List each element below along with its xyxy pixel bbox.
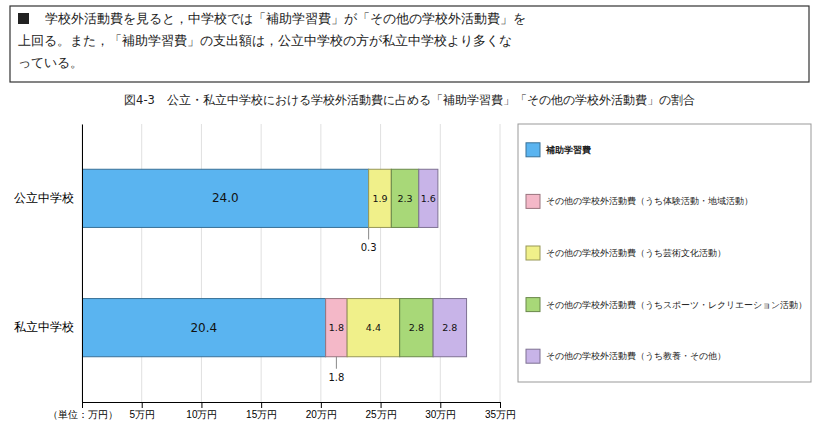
x-axis-line [83, 403, 501, 409]
x-tick: 35万円 [485, 402, 516, 420]
y-tick: 私立中学校 [14, 320, 82, 334]
legend-swatch [526, 143, 540, 157]
y-tick-label: 公立中学校 [14, 191, 74, 205]
x-tick: 30万円 [425, 402, 456, 420]
annotation-text: 1.8 [328, 372, 344, 383]
data-label: 1.8 [329, 322, 344, 333]
x-tick-mark [82, 402, 83, 408]
grid-line [141, 124, 142, 402]
x-tick-mark [201, 402, 202, 408]
annotation-leader [368, 227, 369, 239]
bar-segment [347, 299, 400, 357]
x-tick: 15万円 [246, 402, 277, 420]
grid-line [320, 124, 321, 402]
bar-segment [326, 299, 347, 357]
x-axis: （単位：万円） 5万円 10万円 15万円 20万円 25万円 30万円 35万円 [48, 402, 517, 420]
data-labels: 24.0 20.4 1.8 1.9 4.4 2.3 2.8 1.6 2.8 [190, 191, 457, 334]
data-label: 2.8 [409, 322, 424, 333]
data-label: 24.0 [212, 191, 239, 205]
x-tick: 25万円 [366, 402, 397, 420]
y-axis-line [82, 125, 83, 403]
grid-line [440, 124, 441, 402]
legend-label: 補助学習費 [545, 145, 591, 155]
x-tick-label: 35万円 [485, 409, 516, 420]
subtitle-line: 上回る。また，「補助学習費」の支出額は，公立中学校の方が私立中学校より多くな [18, 33, 512, 48]
y-axis: 公立中学校私立中学校 [14, 125, 83, 403]
bars [82, 169, 467, 356]
x-tick-mark [500, 402, 501, 408]
x-tick: 5万円 [129, 402, 155, 420]
bar-segment [82, 169, 369, 227]
x-tick-label: 30万円 [425, 409, 456, 420]
annotation-leader [336, 357, 337, 369]
legend-swatch [526, 349, 540, 363]
grid-line [500, 124, 501, 402]
chart-title: 図4-3 公立・私立中学校における学校外活動費に占める「補助学習費」「その他の学… [124, 93, 695, 107]
bar-segment [391, 169, 418, 227]
bar-segment [400, 299, 433, 357]
legend-label: その他の学校外活動費（うちスポーツ・レクリエーション活動） [546, 300, 807, 310]
legend-swatch [526, 298, 540, 312]
x-tick-mark [381, 402, 382, 408]
x-tick: （単位：万円） [48, 402, 118, 420]
bar-segment [369, 169, 392, 227]
y-tick-label: 私立中学校 [14, 320, 74, 334]
header: 学校外活動費を見ると，中学校では「補助学習費」が「その他の学校外活動費」を上回る… [10, 6, 809, 82]
legend-label: その他の学校外活動費（うち教養・その他） [546, 351, 726, 361]
bar-segment [419, 169, 438, 227]
x-tick-label: 15万円 [246, 409, 277, 420]
data-label: 2.8 [442, 322, 457, 333]
x-tick-label: 5万円 [129, 409, 155, 420]
bar-segment [433, 299, 466, 357]
data-label: 1.6 [421, 193, 436, 204]
y-tick: 公立中学校 [14, 191, 82, 205]
header-bullet [18, 13, 29, 24]
grid-line [201, 124, 202, 402]
grid-line [380, 124, 381, 402]
x-tick: 10万円 [186, 402, 217, 420]
subtitle-line: 学校外活動費を見ると，中学校では「補助学習費」が「その他の学校外活動費」を [32, 11, 526, 26]
annotation-text: 0.3 [361, 242, 377, 253]
data-label: 2.3 [397, 193, 412, 204]
data-label: 4.4 [366, 322, 381, 333]
legend: 補助学習費その他の学校外活動費（うち体験活動・地域活動） その他の学校外活動費（う… [518, 124, 811, 382]
x-tick-mark [142, 402, 143, 408]
legend-swatch [526, 246, 540, 260]
chart-svg: 学校外活動費を見ると，中学校では「補助学習費」が「その他の学校外活動費」を上回る… [0, 0, 819, 441]
legend-swatch [526, 194, 540, 208]
grid-line [261, 124, 262, 402]
legend-label: その他の学校外活動費（うち体験活動・地域活動） [546, 196, 753, 206]
data-label: 1.9 [372, 193, 387, 204]
x-tick-mark [261, 402, 262, 408]
x-tick-label: （単位：万円） [48, 409, 118, 420]
x-tick: 20万円 [306, 402, 337, 420]
x-tick-mark [440, 402, 441, 408]
legend-box [518, 124, 811, 382]
x-tick-mark [321, 402, 322, 408]
annotations: 0.3 1.8 [328, 227, 376, 382]
legend-label: その他の学校外活動費（うち芸術文化活動） [546, 248, 726, 258]
x-tick-label: 25万円 [366, 409, 397, 420]
header-box [10, 6, 809, 82]
x-tick-label: 20万円 [306, 409, 337, 420]
data-label: 20.4 [190, 321, 217, 335]
grid [82, 124, 500, 402]
x-tick-label: 10万円 [186, 409, 217, 420]
bar-segment [82, 299, 326, 357]
grid-line [82, 124, 83, 402]
subtitle-line: っている。 [18, 55, 83, 70]
